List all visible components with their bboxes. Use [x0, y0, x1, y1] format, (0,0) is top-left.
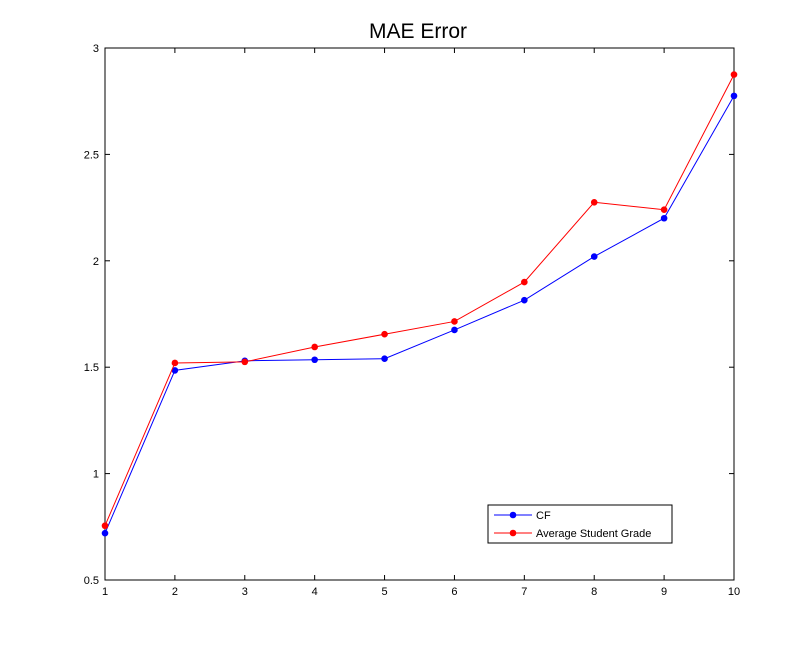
x-tick-label: 4 [312, 586, 318, 598]
data-point [241, 358, 249, 366]
x-tick-label: 8 [591, 586, 597, 598]
legend-label: Average Student Grade [536, 528, 651, 540]
data-point [451, 326, 458, 334]
series-line-average-student-grade [104, 74, 735, 526]
x-tick-label: 5 [381, 586, 387, 598]
data-point [521, 296, 528, 304]
data-point [590, 198, 598, 206]
series-cf [101, 92, 738, 537]
data-point [311, 356, 318, 364]
data-point [660, 206, 668, 214]
data-point [381, 355, 388, 362]
data-point [101, 522, 109, 530]
data-point [730, 71, 738, 78]
x-tick-label: 7 [521, 586, 527, 598]
y-tick-label: 1 [93, 469, 99, 481]
x-tick-label: 6 [451, 586, 457, 598]
data-point [730, 92, 738, 100]
data-point [521, 278, 528, 286]
legend-marker [509, 529, 517, 537]
y-tick-label: 1.5 [84, 362, 99, 374]
legend-marker [509, 511, 517, 519]
x-tick-label: 1 [102, 586, 108, 598]
series-line-cf [104, 95, 735, 534]
data-point [451, 318, 458, 325]
legend-item: CF [494, 510, 551, 522]
data-point [311, 343, 318, 351]
data-point [381, 330, 388, 338]
data-point [590, 253, 598, 260]
y-tick-label: 3 [93, 43, 99, 55]
legend-box [487, 504, 673, 544]
y-tick-label: 2 [93, 256, 99, 268]
x-tick-label: 10 [728, 586, 740, 598]
x-tick-label: 9 [661, 586, 667, 598]
y-tick-label: 2.5 [84, 149, 99, 161]
legend-label: CF [536, 510, 551, 522]
x-tick-label: 3 [242, 586, 248, 598]
legend: CF Average Student Grade [487, 504, 673, 544]
data-point [660, 214, 668, 222]
series-group [101, 71, 738, 537]
legend-item: Average Student Grade [494, 528, 651, 540]
data-point [171, 367, 179, 374]
x-tick-label: 2 [172, 586, 178, 598]
data-point [171, 359, 179, 367]
series-average-student-grade [101, 71, 738, 530]
chart-title: MAE Error [369, 20, 467, 43]
plot-area [104, 47, 735, 581]
axis-ticks: 1 2 3 4 5 6 7 8 9 100.511.522.53 [84, 43, 740, 598]
y-tick-label: 0.5 [84, 575, 99, 587]
data-point [101, 529, 109, 537]
